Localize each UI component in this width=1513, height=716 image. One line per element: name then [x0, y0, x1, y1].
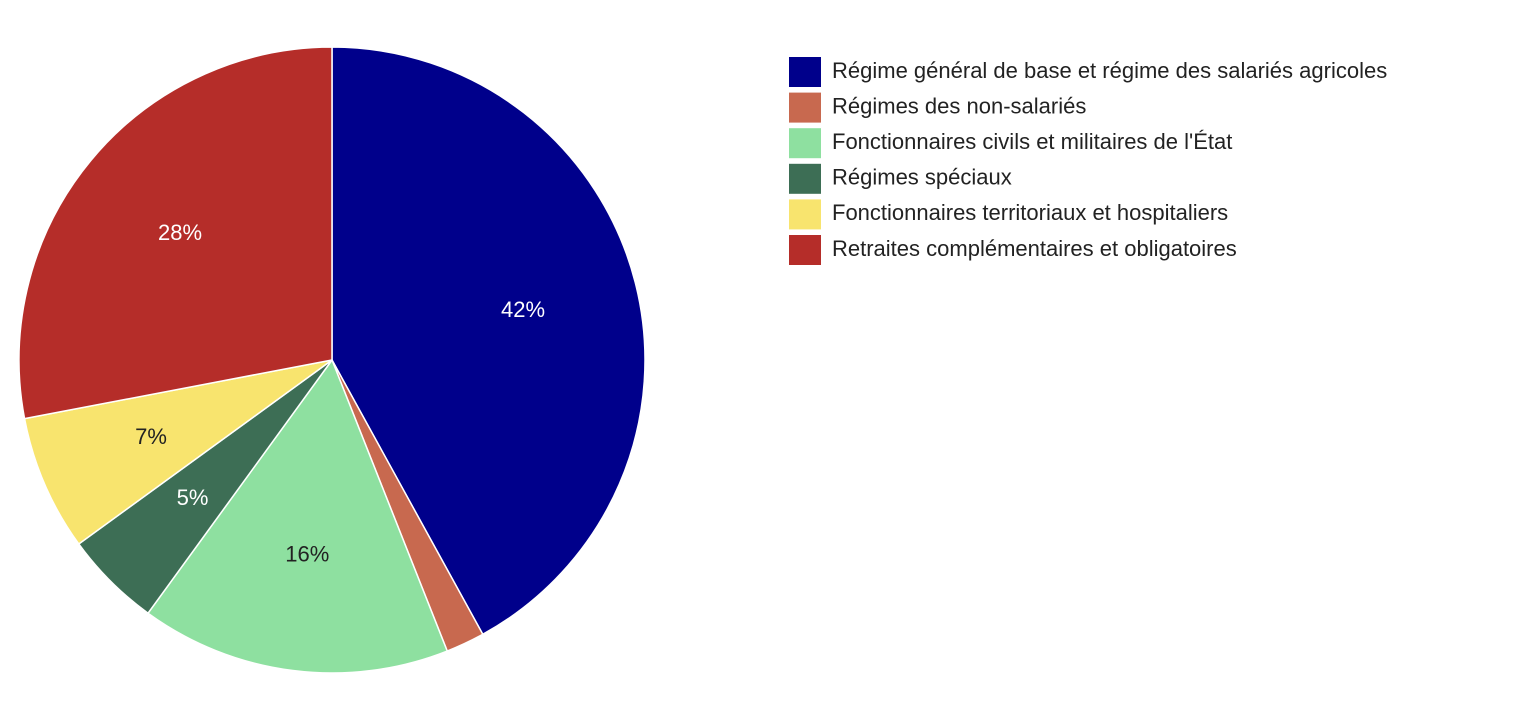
- legend-swatch: [789, 128, 821, 159]
- pie-slice: [331, 46, 646, 636]
- legend-swatch: [789, 163, 821, 194]
- legend-swatch: [789, 235, 821, 265]
- pie-slice: [23, 359, 333, 546]
- legend-swatch: [789, 92, 821, 123]
- legend-label: Fonctionnaires territoriaux et hospitali…: [832, 200, 1228, 225]
- legend-label: Régime général de base et régime des sal…: [832, 58, 1387, 83]
- legend-swatch: [789, 199, 821, 230]
- pie-slice: [18, 46, 333, 420]
- legend-swatch: [789, 57, 821, 87]
- legend-label: Fonctionnaires civils et militaires de l…: [832, 129, 1232, 154]
- slice-label: 5%: [177, 485, 209, 510]
- slice-label: 28%: [158, 220, 202, 245]
- slice-label: 16%: [285, 541, 329, 566]
- pie-slice: [146, 358, 449, 674]
- legend-label: Régimes des non-salariés: [832, 93, 1086, 118]
- slice-label: 42%: [501, 297, 545, 322]
- legend-label: Retraites complémentaires et obligatoire…: [832, 236, 1237, 261]
- legend-label: Régimes spéciaux: [832, 165, 1012, 190]
- slice-label: 7%: [135, 424, 167, 449]
